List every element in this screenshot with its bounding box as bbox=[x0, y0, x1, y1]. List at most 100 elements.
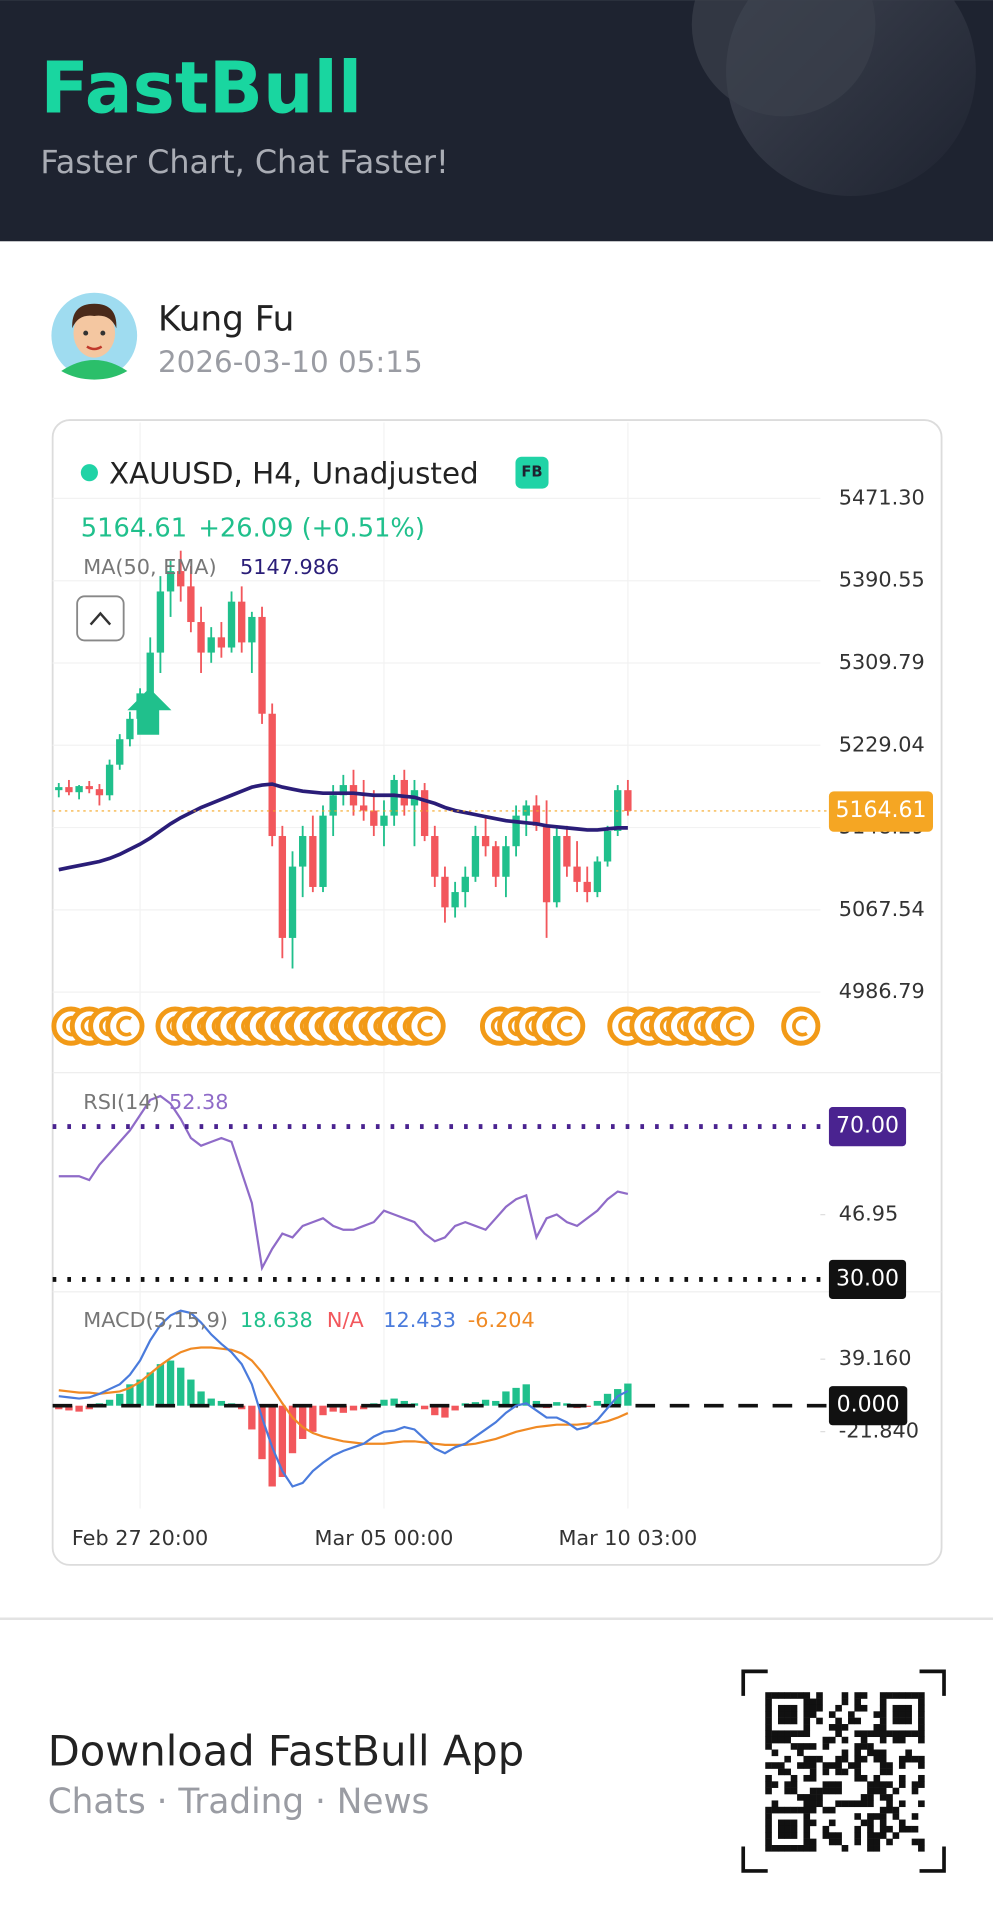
collapse-button[interactable] bbox=[76, 595, 125, 642]
qr-module bbox=[765, 1838, 772, 1846]
qr-module bbox=[777, 1768, 785, 1776]
macd-bar bbox=[512, 1387, 520, 1406]
qr-module bbox=[886, 1838, 893, 1846]
qr-module bbox=[879, 1762, 887, 1769]
qr-module bbox=[803, 1800, 811, 1808]
qr-module bbox=[803, 1724, 811, 1731]
y-tick-label: 5471.30 bbox=[839, 485, 925, 509]
macd-bar bbox=[451, 1405, 459, 1411]
candle-body bbox=[390, 779, 398, 816]
qr-module bbox=[892, 1730, 900, 1738]
level-tag-text: 70.00 bbox=[836, 1114, 899, 1139]
qr-module bbox=[867, 1832, 874, 1839]
qr-module bbox=[854, 1730, 862, 1738]
macd-bar bbox=[146, 1372, 154, 1406]
qr-module bbox=[854, 1743, 862, 1750]
macd-bar bbox=[603, 1393, 612, 1406]
chart: Feb 27 20:00 Mar 05 00:00 Mar 10 03:00 5471… bbox=[51, 422, 942, 1550]
qr-module bbox=[860, 1774, 868, 1782]
price-tag-text: 5164.61 bbox=[835, 798, 926, 823]
qr-module bbox=[790, 1717, 798, 1725]
qr-module bbox=[867, 1743, 874, 1750]
candle-body bbox=[563, 836, 571, 867]
event-icon bbox=[116, 1015, 132, 1037]
qr-module bbox=[816, 1704, 823, 1712]
qr-module bbox=[822, 1806, 830, 1814]
qr-module bbox=[803, 1774, 811, 1782]
qr-module bbox=[867, 1787, 874, 1795]
qr-module bbox=[790, 1819, 798, 1827]
event-icon bbox=[781, 1006, 821, 1046]
qr-module bbox=[918, 1711, 925, 1718]
candle-body bbox=[217, 637, 226, 648]
qr-module bbox=[771, 1800, 779, 1808]
header-decoration bbox=[691, 0, 976, 196]
qr-module bbox=[879, 1819, 887, 1827]
qr-module bbox=[809, 1704, 817, 1712]
qr-module bbox=[790, 1787, 798, 1795]
download-title: Download FastBull App bbox=[48, 1727, 524, 1776]
qr-module bbox=[765, 1825, 772, 1833]
qr-module bbox=[784, 1768, 791, 1776]
qr-module bbox=[828, 1781, 836, 1788]
qr-module bbox=[822, 1768, 830, 1776]
x-tick-label: Mar 05 00:00 bbox=[315, 1526, 454, 1550]
qr-module bbox=[854, 1838, 862, 1846]
qr-module bbox=[835, 1704, 842, 1712]
qr-module bbox=[886, 1692, 893, 1699]
qr-module bbox=[822, 1762, 830, 1769]
qr-module bbox=[898, 1800, 906, 1808]
y-tick-label: 5390.55 bbox=[839, 568, 925, 592]
qr-module bbox=[854, 1755, 862, 1763]
qr-module bbox=[777, 1825, 785, 1833]
qr-module bbox=[879, 1787, 887, 1795]
candle-body bbox=[248, 616, 256, 643]
macd-bar bbox=[441, 1405, 449, 1418]
qr-module bbox=[905, 1717, 912, 1725]
qr-module bbox=[879, 1717, 887, 1725]
macd-hist-value: 18.638 bbox=[240, 1308, 313, 1332]
qr-module bbox=[790, 1845, 798, 1852]
qr-module bbox=[822, 1787, 830, 1795]
qr-code[interactable] bbox=[741, 1669, 946, 1873]
rsi-label: RSI(14) bbox=[83, 1090, 159, 1114]
qr-module bbox=[777, 1717, 785, 1725]
candle-body bbox=[400, 779, 408, 806]
macd-bar bbox=[583, 1405, 591, 1407]
qr-module bbox=[765, 1711, 772, 1718]
event-icon bbox=[726, 1015, 742, 1037]
qr-module bbox=[784, 1825, 791, 1833]
qr-module bbox=[835, 1787, 842, 1795]
qr-module bbox=[867, 1749, 874, 1757]
badge-text: FB bbox=[521, 464, 542, 481]
qr-module bbox=[835, 1832, 842, 1839]
qr-module bbox=[841, 1724, 849, 1731]
qr-module bbox=[879, 1794, 887, 1801]
qr-module bbox=[918, 1730, 925, 1738]
qr-module bbox=[803, 1794, 811, 1801]
candle-body bbox=[268, 713, 276, 837]
qr-module bbox=[892, 1806, 900, 1814]
qr-module bbox=[803, 1692, 811, 1699]
qr-module bbox=[765, 1762, 772, 1769]
qr-module bbox=[879, 1711, 887, 1718]
download-subtitle: Chats · Trading · News bbox=[48, 1782, 430, 1822]
qr-module bbox=[911, 1692, 919, 1699]
qr-module bbox=[867, 1845, 874, 1852]
qr-module bbox=[809, 1711, 817, 1718]
qr-module bbox=[873, 1787, 881, 1795]
qr-module bbox=[828, 1724, 836, 1731]
qr-module bbox=[854, 1800, 862, 1808]
candle-body bbox=[55, 787, 63, 791]
candle-body bbox=[116, 739, 124, 765]
qr-module bbox=[803, 1838, 811, 1846]
qr-module bbox=[918, 1755, 925, 1763]
macd-bar bbox=[136, 1379, 144, 1406]
qr-module bbox=[809, 1743, 817, 1750]
qr-module bbox=[841, 1800, 849, 1808]
qr-module bbox=[803, 1762, 811, 1769]
candle-body bbox=[624, 790, 632, 811]
candle-body bbox=[278, 836, 287, 938]
qr-module bbox=[879, 1692, 887, 1699]
qr-module bbox=[892, 1704, 900, 1712]
